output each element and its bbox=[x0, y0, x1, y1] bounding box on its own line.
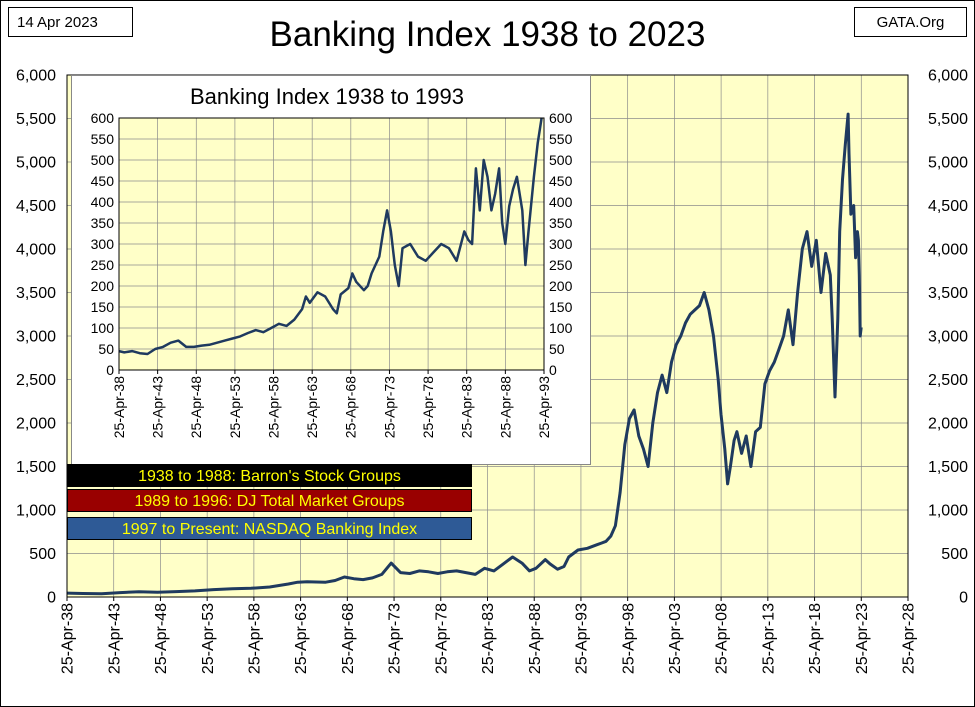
y-tick-label-left: 5,500 bbox=[16, 111, 56, 128]
x-tick-label: 25-Apr-53 bbox=[227, 376, 243, 438]
y-tick-label-right: 2,000 bbox=[928, 416, 968, 433]
y-tick-label-left: 5,000 bbox=[16, 155, 56, 172]
x-tick-label: 25-Apr-98 bbox=[620, 603, 637, 674]
y-tick-label-right: 6,000 bbox=[928, 68, 968, 85]
x-tick-label: 25-Apr-18 bbox=[807, 603, 824, 674]
main-chart-title: Banking Index 1938 to 2023 bbox=[269, 15, 706, 54]
legend-barrons: 1938 to 1988: Barron's Stock Groups bbox=[67, 464, 472, 487]
y-tick-label-right: 550 bbox=[549, 131, 573, 147]
x-tick-label: 25-Apr-58 bbox=[265, 376, 281, 438]
x-tick-label: 25-Apr-43 bbox=[106, 603, 123, 674]
y-tick-label-right: 5,500 bbox=[928, 111, 968, 128]
y-tick-label-right: 3,500 bbox=[928, 285, 968, 302]
x-tick-label: 25-Apr-23 bbox=[854, 603, 871, 674]
y-tick-label-left: 4,500 bbox=[16, 198, 56, 215]
x-tick-label: 25-Apr-88 bbox=[497, 376, 513, 438]
y-tick-label-left: 50 bbox=[98, 341, 114, 357]
x-tick-label: 25-Apr-43 bbox=[150, 376, 166, 438]
y-tick-label-left: 2,000 bbox=[16, 416, 56, 433]
y-tick-label-left: 0 bbox=[47, 590, 56, 607]
x-tick-label: 25-Apr-68 bbox=[343, 376, 359, 438]
x-tick-label: 25-Apr-78 bbox=[420, 376, 436, 438]
x-tick-label: 25-Apr-63 bbox=[304, 376, 320, 438]
legend-dj-total-market: 1989 to 1996: DJ Total Market Groups bbox=[67, 489, 472, 512]
x-tick-label: 25-Apr-93 bbox=[574, 603, 591, 674]
y-tick-label-left: 500 bbox=[29, 546, 56, 563]
y-tick-label-right: 0 bbox=[959, 590, 968, 607]
y-tick-label-left: 1,500 bbox=[16, 459, 56, 476]
y-tick-label-left: 200 bbox=[91, 278, 115, 294]
y-tick-label-right: 500 bbox=[549, 152, 573, 168]
x-tick-label: 25-Apr-13 bbox=[760, 603, 777, 674]
y-tick-label-right: 4,000 bbox=[928, 242, 968, 259]
y-tick-label-left: 1,000 bbox=[16, 503, 56, 520]
inset-chart-title: Banking Index 1938 to 1993 bbox=[189, 84, 464, 109]
x-tick-label: 25-Apr-28 bbox=[901, 603, 918, 674]
y-tick-label-left: 3,500 bbox=[16, 285, 56, 302]
y-tick-label-left: 0 bbox=[106, 362, 114, 378]
y-tick-label-left: 450 bbox=[91, 173, 115, 189]
y-tick-label-right: 5,000 bbox=[928, 155, 968, 172]
y-tick-label-right: 50 bbox=[549, 341, 565, 357]
x-tick-label: 25-Apr-48 bbox=[188, 376, 204, 438]
x-tick-label: 25-Apr-58 bbox=[246, 603, 263, 674]
x-tick-label: 25-Apr-83 bbox=[480, 603, 497, 674]
y-tick-label-left: 500 bbox=[91, 152, 115, 168]
y-tick-label-left: 550 bbox=[91, 131, 115, 147]
x-tick-label: 25-Apr-03 bbox=[667, 603, 684, 674]
x-tick-label: 25-Apr-88 bbox=[527, 603, 544, 674]
y-tick-label-left: 4,000 bbox=[16, 242, 56, 259]
legend-nasdaq-banking: 1997 to Present: NASDAQ Banking Index bbox=[67, 517, 472, 540]
y-tick-label-right: 300 bbox=[549, 236, 573, 252]
y-tick-label-left: 250 bbox=[91, 257, 115, 273]
y-tick-label-left: 600 bbox=[91, 110, 115, 126]
x-tick-label: 25-Apr-53 bbox=[200, 603, 217, 674]
y-tick-label-left: 350 bbox=[91, 215, 115, 231]
x-tick-label: 25-Apr-38 bbox=[111, 376, 127, 438]
y-tick-label-left: 2,500 bbox=[16, 372, 56, 389]
x-tick-label: 25-Apr-38 bbox=[60, 603, 77, 674]
y-tick-label-right: 350 bbox=[549, 215, 573, 231]
date-label: 14 Apr 2023 bbox=[8, 7, 133, 37]
y-tick-label-right: 600 bbox=[549, 110, 573, 126]
y-tick-label-right: 2,500 bbox=[928, 372, 968, 389]
x-tick-label: 25-Apr-73 bbox=[387, 603, 404, 674]
x-tick-label: 25-Apr-73 bbox=[381, 376, 397, 438]
x-tick-label: 25-Apr-48 bbox=[153, 603, 170, 674]
site-label: GATA.Org bbox=[854, 7, 967, 37]
y-tick-label-right: 1,500 bbox=[928, 459, 968, 476]
y-tick-label-right: 500 bbox=[941, 546, 968, 563]
y-tick-label-right: 200 bbox=[549, 278, 573, 294]
y-tick-label-left: 100 bbox=[91, 320, 115, 336]
x-tick-label: 25-Apr-93 bbox=[536, 376, 552, 438]
x-tick-label: 25-Apr-08 bbox=[714, 603, 731, 674]
y-tick-label-right: 1,000 bbox=[928, 503, 968, 520]
x-tick-label: 25-Apr-68 bbox=[340, 603, 357, 674]
y-tick-label-left: 3,000 bbox=[16, 329, 56, 346]
y-tick-label-left: 400 bbox=[91, 194, 115, 210]
x-tick-label: 25-Apr-63 bbox=[293, 603, 310, 674]
y-tick-label-right: 4,500 bbox=[928, 198, 968, 215]
y-tick-label-left: 150 bbox=[91, 299, 115, 315]
y-tick-label-right: 0 bbox=[549, 362, 557, 378]
y-tick-label-right: 250 bbox=[549, 257, 573, 273]
data-series-line bbox=[118, 117, 543, 356]
plot-border bbox=[118, 117, 545, 371]
data-series-line bbox=[66, 112, 863, 596]
y-tick-label-right: 450 bbox=[549, 173, 573, 189]
inset-chart: 0 0 50 50 100 100 150 150 200 200 250 250 300 300 350 3… bbox=[71, 75, 591, 465]
inset-chart-svg: 0 0 50 50 100 100 150 150 200 200 250 250 300 300 350 3… bbox=[91, 110, 573, 438]
y-tick-label-right: 100 bbox=[549, 320, 573, 336]
y-tick-label-left: 6,000 bbox=[16, 68, 56, 85]
y-tick-label-right: 3,000 bbox=[928, 329, 968, 346]
y-tick-label-right: 400 bbox=[549, 194, 573, 210]
x-tick-label: 25-Apr-78 bbox=[433, 603, 450, 674]
x-tick-label: 25-Apr-83 bbox=[459, 376, 475, 438]
y-tick-label-left: 300 bbox=[91, 236, 115, 252]
y-tick-label-right: 150 bbox=[549, 299, 573, 315]
